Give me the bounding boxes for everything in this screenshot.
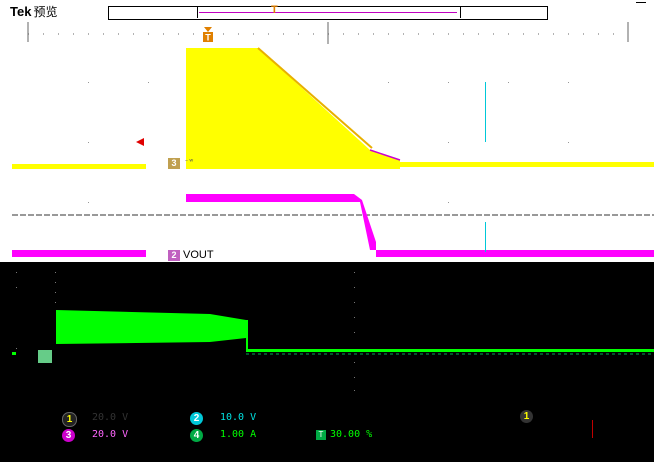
record-trigger-marker: T	[271, 4, 278, 16]
lower-canvas	[12, 272, 654, 391]
svg-text:T: T	[205, 33, 211, 43]
trigger-position-icon[interactable]: T	[203, 27, 213, 43]
ch3-badge[interactable]: 3	[62, 429, 75, 442]
ch3-marker-icon[interactable]	[168, 158, 180, 169]
ch1-badge[interactable]: 1	[62, 412, 77, 427]
trigger-level-bracket	[592, 420, 593, 438]
ch2-badge[interactable]: 2	[190, 412, 203, 425]
ch3-scale: 20.0 V	[92, 429, 129, 440]
brand-name: Tek	[10, 4, 32, 19]
ch2-marker-icon[interactable]	[168, 250, 180, 261]
trigger-source-badge[interactable]: 1	[520, 410, 533, 423]
top-bar: Tek 预览 T	[0, 0, 654, 22]
ch2-marker-label: 2	[171, 250, 177, 260]
ch3-trace	[12, 194, 654, 257]
upper-graticule	[27, 22, 629, 44]
position-value: 30.00 %	[330, 429, 373, 440]
position-icon: T	[316, 430, 326, 440]
ch2-name-label: VOUT	[183, 249, 214, 261]
ch1-scale: 20.0 V	[92, 412, 129, 423]
ch2-ticks	[485, 82, 486, 252]
ch4-marker-icon[interactable]	[38, 350, 52, 363]
scope-display: T	[0, 22, 654, 462]
record-trace	[199, 12, 457, 13]
ch2-scale: 10.0 V	[220, 412, 257, 423]
trigger-level-icon[interactable]	[136, 138, 144, 146]
ch4-scale: 1.00 A	[220, 429, 257, 440]
mode-label: 预览	[33, 5, 58, 19]
ch4-trace	[12, 310, 654, 355]
grid-dots-lower	[16, 272, 355, 391]
record-overview[interactable]	[108, 6, 548, 20]
brand-label: Tek 预览	[10, 3, 57, 20]
record-view-window[interactable]	[197, 6, 461, 18]
ch3-glyph: ⁻ʷ	[184, 157, 194, 166]
waveform-canvas: T	[12, 22, 654, 261]
lower-waveform-area: 1 20.0 V 3 20.0 V 2 10.0 V 4 1.00 A T 30…	[0, 262, 654, 462]
ch4-badge[interactable]: 4	[190, 429, 203, 442]
top-dash	[636, 2, 646, 3]
ch1-trace	[12, 47, 654, 169]
ch3-marker-label: 3	[171, 158, 177, 168]
